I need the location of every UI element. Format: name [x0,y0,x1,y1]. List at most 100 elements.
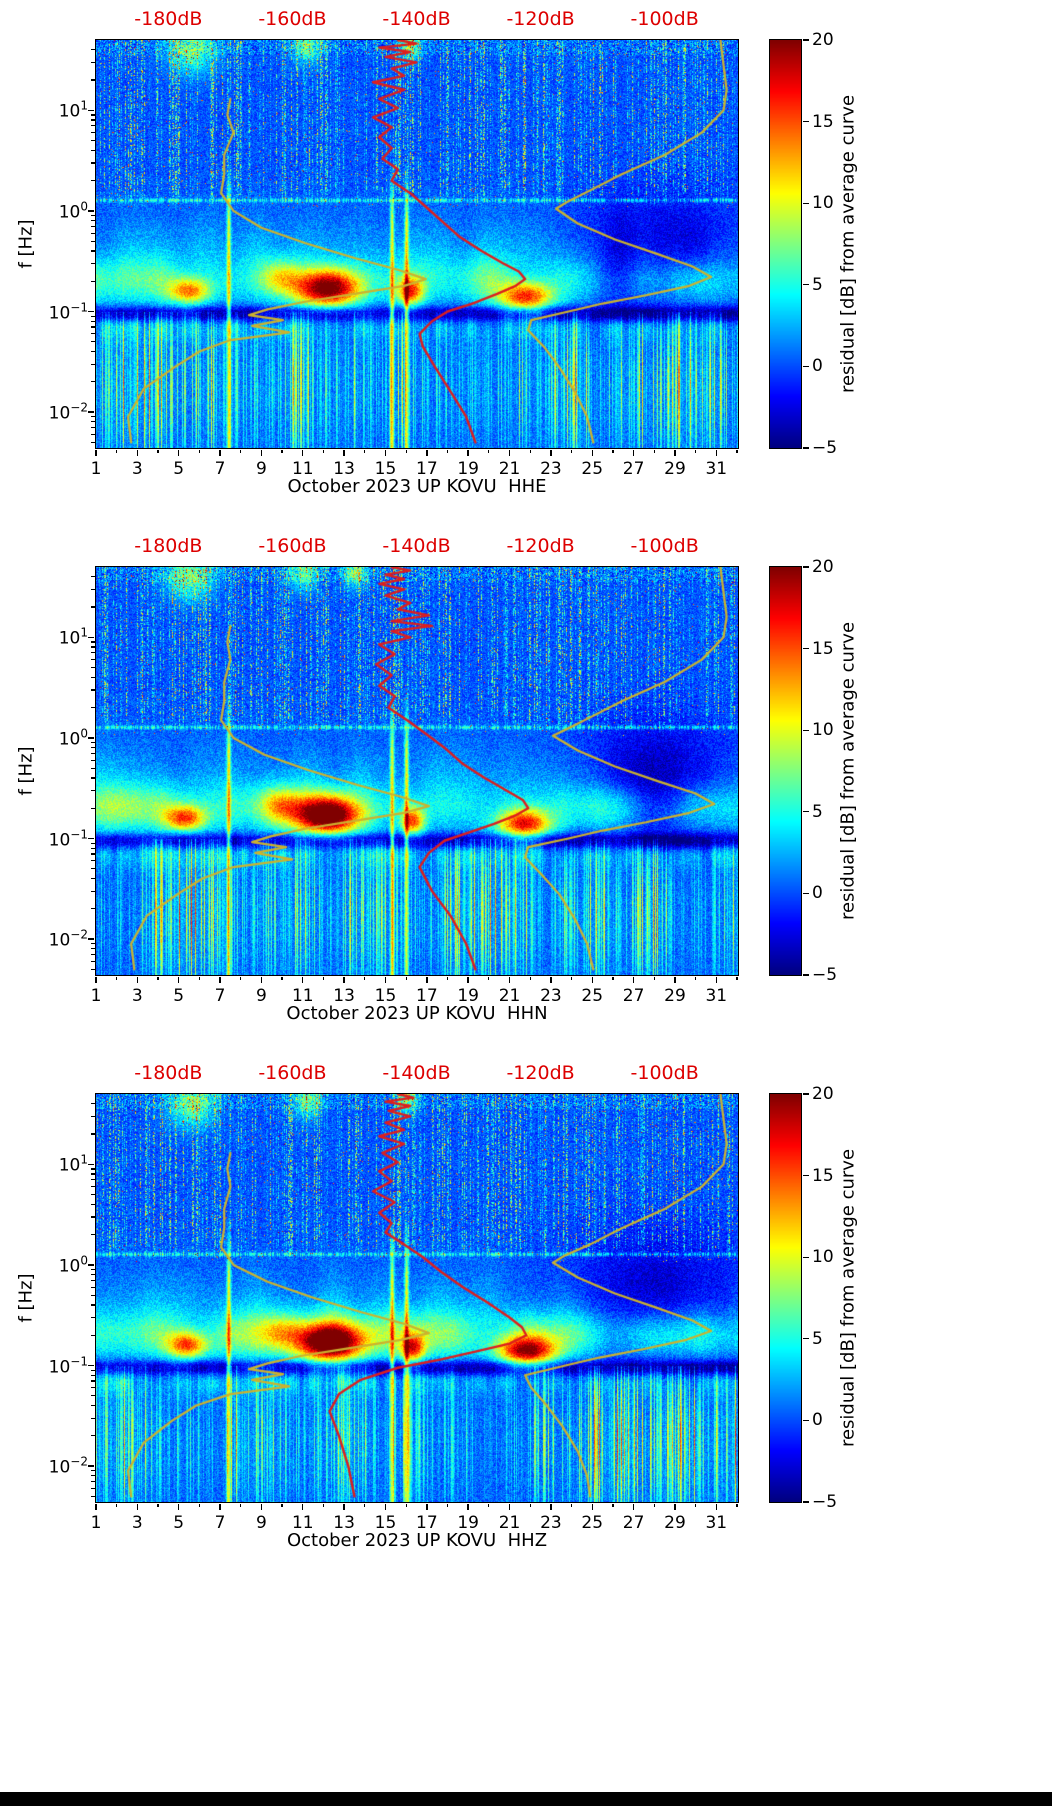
y-tick-minor [91,646,95,648]
x-tick [95,976,97,983]
x-tick-minor [198,449,200,453]
x-tick-minor [322,976,325,980]
y-tick [88,837,94,840]
y-tick-minor [91,441,95,443]
y-tick-minor [91,954,95,956]
colorbar-tick [802,1338,809,1340]
y-tick-minor [91,847,95,849]
colorbar-tick-label: 20 [812,1084,834,1104]
bottom-bar [0,1792,1052,1806]
x-tick-minor [364,976,366,980]
y-tick-label: 101 [58,98,88,122]
x-tick-minor [488,449,490,453]
y-tick-minor [91,1481,95,1483]
y-tick-minor [91,240,95,242]
y-tick-minor [91,1417,95,1419]
x-tick [591,976,593,983]
colorbar-tick [802,729,809,731]
x-tick [343,1503,345,1510]
y-tick-minor [91,427,95,429]
x-tick-label: 17 [416,459,438,479]
x-tick-label: 5 [173,986,185,1006]
y-tick-minor [91,1316,95,1319]
colorbar-canvas [769,566,801,975]
x-tick-minor [529,976,531,980]
y-tick-minor [91,421,95,423]
y-tick-minor [91,139,95,142]
x-tick [260,1503,263,1510]
colorbar-tick-label: 15 [812,111,834,132]
x-tick-label: 23 [540,986,562,1006]
y-tick-minor [91,1103,95,1105]
top-db-label: -160dB [258,1062,327,1084]
colorbar-tick [802,202,809,204]
colorbar-tick-label: 5 [812,801,823,822]
y-tick-minor [91,1369,95,1371]
x-tick [343,449,345,456]
y-tick-minor [91,777,95,779]
y-tick-minor [91,659,95,661]
x-tick-label: 11 [291,459,314,479]
x-tick [302,449,304,456]
y-tick-minor [91,1268,95,1271]
spectrogram-canvas [95,39,738,448]
x-tick-label: 19 [457,459,480,479]
x-tick-label: 27 [622,986,645,1006]
colorbar-tick-label: 5 [812,1328,823,1349]
colorbar-frame [768,1092,802,1503]
spectrogram-panel: -180dB -160dB -140dB -120dB -100dB 1 3 5 7 9 11 13 1… [0,527,1052,1054]
x-tick-label: 27 [622,1513,645,1533]
x-tick-label: 29 [664,459,686,479]
x-tick-minor [446,976,449,980]
y-tick-minor [91,1475,95,1477]
x-tick-label: 9 [255,986,267,1006]
x-tick-minor [736,449,738,453]
top-db-label: -100dB [630,8,699,30]
x-tick-label: 13 [333,459,355,479]
x-tick-minor [653,1503,655,1507]
y-axis-label: f [Hz] [15,1273,37,1323]
y-tick-label: 100 [58,726,88,750]
colorbar-tick-label: 0 [812,883,823,904]
y-tick-minor [91,1234,95,1236]
colorbar-tick [802,365,809,368]
x-tick-label: 3 [131,459,143,479]
y-tick-minor [91,606,95,608]
y-tick-minor [91,1115,95,1117]
y-tick-minor [91,220,95,222]
x-tick-label: 21 [498,459,521,479]
top-db-label: -100dB [630,535,699,557]
x-tick-minor [529,1503,531,1507]
x-tick-minor [529,449,531,453]
colorbar-tick [802,647,809,650]
x-tick-label: 25 [581,459,604,479]
x-tick [260,976,263,983]
plot-frame [94,38,739,449]
x-tick-label: 15 [374,1513,397,1533]
colorbar-tick-label: 0 [812,356,823,377]
x-tick-label: 25 [581,1513,604,1533]
y-tick [88,1163,94,1165]
y-tick [88,1264,94,1266]
top-db-label: -100dB [630,1062,699,1084]
x-tick-minor [364,1503,366,1507]
y-tick-minor [91,1435,95,1437]
top-db-label: -120dB [506,1062,575,1084]
x-tick [674,449,676,456]
y-tick-label: 10−2 [48,927,88,951]
y-tick [88,1364,94,1367]
x-tick-label: 29 [664,1513,686,1533]
y-tick-minor [91,1374,95,1376]
y-axis-label: f [Hz] [15,746,37,796]
x-tick-minor [198,976,200,980]
x-tick-label: 13 [333,1513,355,1533]
axes-layer: -180dB -160dB -140dB -120dB -100dB 1 3 5 7 9 11 13 1… [0,0,1052,527]
x-tick [632,449,635,456]
x-tick [550,976,552,983]
y-tick-label: 10−2 [48,400,88,424]
y-tick-minor [91,1395,95,1397]
x-tick-minor [612,976,614,980]
y-tick-minor [91,1470,95,1472]
x-axis-title: October 2023 UP KOVU HHN [286,1003,548,1024]
plot-frame [94,565,739,976]
